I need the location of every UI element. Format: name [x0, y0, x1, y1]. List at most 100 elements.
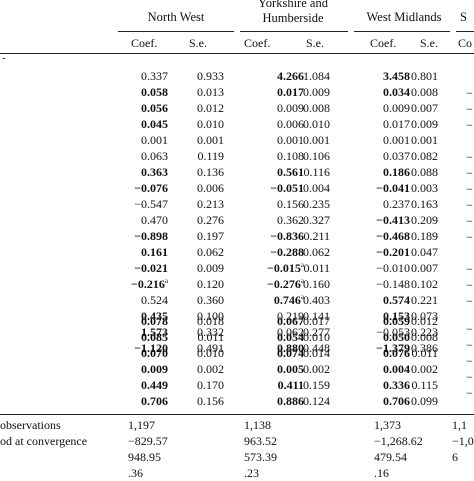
coef-cell: 0.108: [236, 149, 304, 164]
region-header-west-midlands: West Midlands: [366, 10, 442, 24]
se-cell-text: 0.007: [411, 261, 438, 275]
se-cell-text: 0.213: [197, 197, 224, 211]
se-cell: 0.136: [176, 165, 224, 180]
se-cell-text: 0.448: [303, 341, 330, 355]
coef-cell: 0.574: [358, 293, 410, 308]
coef-cell: −0.076: [100, 181, 168, 196]
coef-cell: −0.836: [236, 229, 304, 244]
se-cell-text: 0.003: [411, 181, 438, 195]
coef-cell-text: 0.070: [141, 346, 168, 360]
se-cell-text: 0.004: [303, 181, 330, 195]
se-cell-text: 0.386: [411, 341, 438, 355]
coef-cell-text: 0.161: [141, 245, 168, 259]
coef-cell: 0.001: [100, 133, 168, 148]
coef-cell: −0.053: [358, 325, 410, 340]
coef-cell: 0.037: [358, 149, 410, 164]
se-cell: 0.062: [282, 245, 330, 260]
se-cell: 0.003: [402, 181, 438, 196]
coef-cell-text: 0.561: [277, 165, 304, 179]
se-cell: 0.011: [402, 346, 438, 361]
se-cell: 0.006: [176, 181, 224, 196]
coef-cell: −0.015a: [236, 261, 304, 276]
se-cell: 0.115: [402, 378, 438, 393]
coef-cell: −0.201: [358, 245, 410, 260]
footer-value: 573.39: [244, 450, 277, 464]
coef-cell: 0.153: [358, 309, 410, 324]
coef-cell-text: 0.005: [277, 362, 304, 376]
coef-cell-footnote: a: [300, 293, 304, 301]
se-cell-text: 0.008: [411, 330, 438, 344]
coef-cell-footnote: a: [300, 277, 304, 285]
coef-cell: −0.041: [358, 181, 410, 196]
se-cell: 0.010: [176, 117, 224, 132]
partial-cell: −: [466, 198, 473, 212]
coef-cell: 0.059: [358, 314, 410, 329]
se-cell-text: 0.197: [197, 229, 224, 243]
se-cell-text: 0.211: [303, 229, 330, 243]
se-cell-text: 0.100: [197, 309, 224, 323]
se-cell-text: 0.141: [303, 309, 330, 323]
se-cell-text: 0.001: [411, 133, 438, 147]
se-cell: 0.010: [176, 346, 224, 361]
coef-cell: 0.005: [236, 362, 304, 377]
coef-cell-text: 0.009: [383, 101, 410, 115]
coef-cell: −1.379: [358, 341, 410, 356]
se-cell: 0.277: [282, 325, 330, 340]
subheader-se-1: S.e.: [189, 36, 207, 50]
se-cell: 0.001: [402, 133, 438, 148]
se-cell-text: 0.235: [303, 197, 330, 211]
coef-cell-text: 0.017: [383, 117, 410, 131]
se-cell: 0.009: [282, 85, 330, 100]
partial-cell: −: [466, 150, 473, 164]
se-cell-text: 0.010: [197, 346, 224, 360]
footer-label: observations: [0, 418, 61, 432]
se-cell: 0.047: [402, 245, 438, 260]
row-marker: -: [2, 52, 6, 64]
footer-value: 6: [452, 450, 458, 464]
region-header-north-west: North West: [147, 10, 205, 24]
coef-cell: 0.017: [236, 85, 304, 100]
coef-cell-text: −0.276: [267, 277, 301, 291]
se-cell: 0.002: [402, 362, 438, 377]
coef-cell: 0.004: [358, 362, 410, 377]
coef-cell-text: 0.362: [277, 213, 304, 227]
se-cell: 0.159: [282, 378, 330, 393]
footer-value: −829.57: [128, 434, 168, 448]
coef-cell: 0.706: [100, 394, 168, 409]
coef-cell-text: 0.186: [383, 165, 410, 179]
footer-value: 1,373: [374, 418, 401, 432]
coef-cell: 0.009: [358, 101, 410, 116]
coef-cell: 0.470: [100, 213, 168, 228]
se-cell: 0.062: [176, 245, 224, 260]
coef-cell-text: 0.058: [141, 85, 168, 99]
coef-cell: 0.746a: [236, 293, 304, 308]
se-cell-text: 0.047: [411, 245, 438, 259]
coef-cell: 0.050: [358, 330, 410, 345]
coef-cell: −0.010: [358, 261, 410, 276]
se-cell: 0.009: [176, 261, 224, 276]
partial-cell: −: [466, 182, 473, 196]
coef-cell: 0.078: [100, 314, 168, 329]
se-cell: 0.221: [402, 293, 438, 308]
coef-cell-text: −0.836: [270, 229, 304, 243]
se-cell-text: 0.088: [411, 165, 438, 179]
coef-cell-text: 0.435: [141, 309, 168, 323]
coef-cell: −0.547: [100, 197, 168, 212]
coef-cell-text: 0.363: [141, 165, 168, 179]
se-cell-text: 0.327: [303, 213, 330, 227]
se-cell-text: 0.277: [303, 325, 330, 339]
coef-cell-text: −0.041: [376, 181, 410, 195]
partial-cell: −: [466, 338, 473, 352]
coef-cell-text: 0.067: [277, 314, 304, 328]
coef-cell-text: −0.898: [134, 229, 168, 243]
footer-value: 963.52: [244, 434, 277, 448]
coef-cell: 0.524: [100, 293, 168, 308]
se-cell-text: 0.007: [411, 101, 438, 115]
coef-cell: 0.886: [236, 394, 304, 409]
coef-cell-text: −0.468: [376, 229, 410, 243]
se-cell: 1.084: [282, 69, 330, 84]
se-cell: 0.082: [402, 149, 438, 164]
footer-value: 1,197: [128, 418, 155, 432]
se-cell: 0.327: [282, 213, 330, 228]
se-cell-text: 0.159: [303, 378, 330, 392]
